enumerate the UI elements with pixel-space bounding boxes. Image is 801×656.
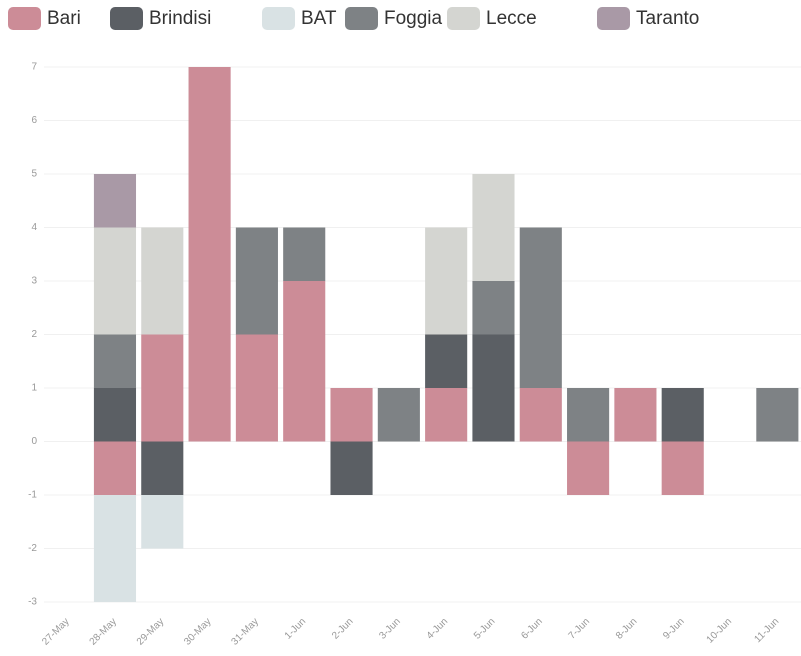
x-tick-label: 11-Jun: [752, 616, 781, 645]
legend-swatch[interactable]: [447, 7, 480, 30]
x-tick-label: 31-May: [230, 616, 261, 647]
bar: [519, 227, 562, 388]
bar: [425, 227, 468, 335]
x-tick-label: 4-Jun: [425, 616, 450, 641]
bar: [567, 388, 610, 442]
bar: [472, 281, 515, 335]
x-tick-label: 1-Jun: [283, 616, 308, 641]
x-tick-label: 28-May: [88, 616, 119, 647]
bar: [330, 388, 373, 442]
bar: [377, 388, 420, 442]
legend-label[interactable]: Bari: [47, 8, 81, 29]
bar: [141, 334, 184, 442]
y-tick-label: -1: [28, 490, 37, 501]
x-tick-label: 3-Jun: [377, 616, 402, 641]
bar: [188, 67, 231, 442]
x-tick-label: 30-May: [182, 616, 213, 647]
y-tick-label: 6: [31, 115, 37, 126]
x-tick-label: 7-Jun: [567, 616, 592, 641]
bar: [283, 227, 326, 281]
legend-label[interactable]: Taranto: [636, 8, 699, 29]
x-tick-label: 10-Jun: [705, 616, 734, 645]
bar: [93, 227, 137, 335]
legend-label[interactable]: Brindisi: [149, 8, 211, 29]
bar: [141, 227, 184, 335]
bar: [141, 495, 184, 549]
bar: [93, 174, 137, 228]
legend-swatch[interactable]: [110, 7, 143, 30]
y-tick-label: 3: [31, 276, 37, 287]
bar: [93, 495, 137, 602]
bar: [661, 441, 704, 495]
bar: [614, 388, 657, 442]
x-tick-label: 29-May: [135, 616, 166, 647]
y-tick-label: 7: [31, 62, 37, 73]
y-tick-label: 2: [31, 329, 37, 340]
x-tick-label: 9-Jun: [661, 616, 686, 641]
x-tick-label: 6-Jun: [519, 616, 544, 641]
bar: [519, 388, 562, 442]
bar: [756, 388, 799, 442]
y-tick-label: 5: [31, 169, 37, 180]
bar: [567, 441, 610, 495]
bar: [330, 441, 373, 495]
y-tick-label: 0: [31, 436, 37, 447]
bar: [472, 334, 515, 442]
y-tick-label: -2: [28, 543, 37, 554]
x-tick-label: 8-Jun: [614, 616, 639, 641]
bar: [141, 441, 184, 495]
bar: [661, 388, 704, 442]
legend-label[interactable]: Foggia: [384, 8, 443, 29]
y-tick-label: 4: [31, 222, 37, 233]
legend-swatch[interactable]: [345, 7, 378, 30]
x-tick-label: 2-Jun: [330, 616, 355, 641]
bar: [283, 281, 326, 442]
bar: [93, 441, 137, 495]
x-tick-label: 5-Jun: [472, 616, 497, 641]
bar: [235, 227, 278, 335]
legend-swatch[interactable]: [597, 7, 630, 30]
bar: [425, 334, 468, 388]
bar: [93, 334, 137, 388]
bar: [472, 174, 515, 281]
y-tick-label: 1: [31, 383, 37, 394]
legend-swatch[interactable]: [262, 7, 295, 30]
legend-label[interactable]: Lecce: [486, 8, 537, 29]
bar: [425, 388, 468, 442]
legend-label[interactable]: BAT: [301, 8, 337, 29]
x-tick-label: 27-May: [40, 616, 71, 647]
y-tick-label: -3: [28, 597, 37, 608]
legend-swatch[interactable]: [8, 7, 41, 30]
bar: [235, 334, 278, 442]
bar: [93, 388, 137, 442]
